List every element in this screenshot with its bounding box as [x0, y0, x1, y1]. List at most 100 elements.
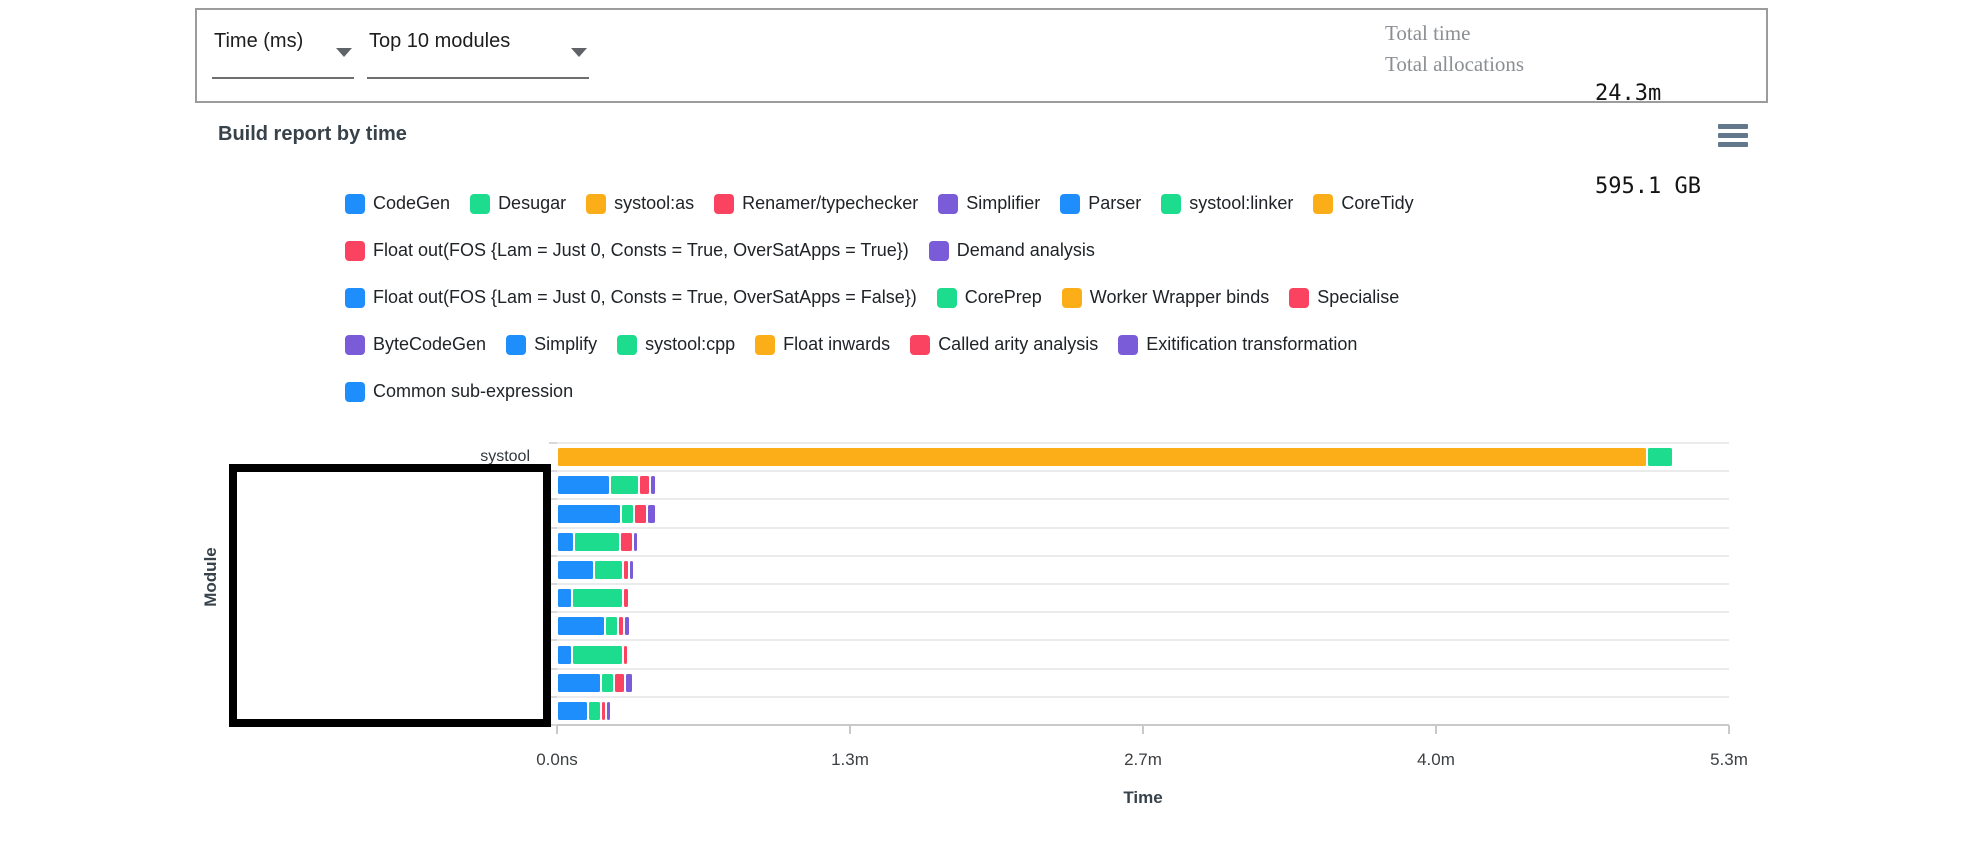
bar-segment[interactable]: [558, 505, 620, 523]
bar-segment[interactable]: [635, 505, 646, 523]
x-axis-tick: [1435, 725, 1437, 734]
bar-segment[interactable]: [558, 589, 571, 607]
bar-segment[interactable]: [624, 646, 627, 664]
row-separator-line: [557, 696, 1729, 698]
legend-item[interactable]: Desugar: [470, 193, 566, 214]
legend-item[interactable]: Float out(FOS {Lam = Just 0, Consts = Tr…: [345, 287, 917, 308]
y-axis-tick: [549, 555, 557, 557]
row-separator-line: [557, 555, 1729, 557]
module-row-label: systool: [480, 448, 530, 465]
bar-segment[interactable]: [558, 702, 587, 720]
row-separator-line: [557, 470, 1729, 472]
legend-item[interactable]: Simplify: [506, 334, 597, 355]
legend-item[interactable]: systool:linker: [1161, 193, 1293, 214]
legend-item[interactable]: Specialise: [1289, 287, 1399, 308]
bar-segment[interactable]: [634, 533, 637, 551]
legend-item-label: Renamer/typechecker: [742, 193, 919, 213]
bar-segment[interactable]: [625, 617, 629, 635]
legend-item[interactable]: Demand analysis: [928, 240, 1095, 261]
bar-segment[interactable]: [630, 561, 633, 579]
legend-item[interactable]: Renamer/typechecker: [714, 193, 918, 214]
bar-segment[interactable]: [1648, 448, 1672, 466]
bar-segment[interactable]: [648, 505, 655, 523]
bar-segment[interactable]: [575, 533, 619, 551]
x-tick-label: 5.3m: [1710, 750, 1748, 769]
legend-swatch-icon: [1161, 193, 1182, 214]
bar-segment[interactable]: [558, 646, 571, 664]
row-separator-line: [557, 498, 1729, 500]
bar-segment[interactable]: [558, 617, 604, 635]
legend-item[interactable]: Called arity analysis: [910, 334, 1098, 355]
legend-item-label: CoreTidy: [1341, 193, 1414, 213]
legend-item[interactable]: CodeGen: [345, 193, 450, 214]
bar-segment[interactable]: [595, 561, 622, 579]
bar-segment[interactable]: [589, 702, 600, 720]
bar-segment[interactable]: [573, 589, 622, 607]
bar-segment[interactable]: [558, 476, 609, 494]
legend-item[interactable]: Float out(FOS {Lam = Just 0, Consts = Tr…: [345, 240, 909, 261]
legend-item[interactable]: Common sub-expression: [345, 381, 573, 402]
bar-segment[interactable]: [624, 589, 628, 607]
legend-item-label: systool:cpp: [645, 334, 736, 354]
bar-segment[interactable]: [621, 533, 632, 551]
bar-segment[interactable]: [611, 476, 638, 494]
bar-segment[interactable]: [615, 674, 624, 692]
legend-item[interactable]: Exitification transformation: [1118, 334, 1357, 355]
legend-item-label: systool:as: [614, 193, 695, 213]
bar-segment[interactable]: [624, 561, 628, 579]
legend-item-label: Simplifier: [966, 193, 1041, 213]
legend-swatch-icon: [470, 193, 491, 214]
legend-swatch-icon: [1289, 287, 1310, 308]
legend-item[interactable]: CoreTidy: [1313, 193, 1414, 214]
legend-item-label: Exitification transformation: [1146, 334, 1358, 354]
row-separator-line: [557, 442, 1729, 444]
x-tick-label: 4.0m: [1417, 750, 1455, 769]
bar-segment[interactable]: [606, 617, 617, 635]
legend-swatch-icon: [928, 240, 949, 261]
legend-item-label: Worker Wrapper binds: [1089, 287, 1270, 307]
legend-swatch-icon: [345, 334, 365, 355]
legend-item-label: Float out(FOS {Lam = Just 0, Consts = Tr…: [373, 240, 909, 260]
x-axis-tick: [1728, 725, 1730, 734]
y-axis-tick: [549, 696, 557, 698]
bar-segment[interactable]: [602, 674, 613, 692]
modules-dropdown[interactable]: Top 10 modules: [367, 26, 589, 79]
bar-segment[interactable]: [558, 674, 600, 692]
bar-segment[interactable]: [607, 702, 610, 720]
legend-item[interactable]: Worker Wrapper binds: [1061, 287, 1270, 308]
header-box: Time (ms) Top 10 modules Total time Tota…: [195, 8, 1768, 199]
total-time-label: Total time: [1385, 21, 1471, 45]
bar-segment[interactable]: [626, 674, 632, 692]
metric-dropdown[interactable]: Time (ms): [212, 26, 354, 79]
legend-item[interactable]: systool:as: [586, 193, 694, 214]
row-separator-line: [557, 583, 1729, 585]
bar-segment[interactable]: [651, 476, 655, 494]
legend-swatch-icon: [936, 287, 957, 308]
legend-item[interactable]: CorePrep: [936, 287, 1042, 308]
bar-segment[interactable]: [622, 505, 633, 523]
y-axis-tick: [549, 724, 557, 726]
y-axis-tick: [549, 527, 557, 529]
legend-row: Float out(FOS {Lam = Just 0, Consts = Tr…: [345, 274, 1745, 321]
hamburger-menu-icon[interactable]: [1718, 124, 1750, 150]
legend-item[interactable]: Simplifier: [938, 193, 1040, 214]
bar-segment[interactable]: [573, 646, 622, 664]
legend-item[interactable]: ByteCodeGen: [345, 334, 486, 355]
bar-segment[interactable]: [640, 476, 649, 494]
legend-item[interactable]: systool:cpp: [617, 334, 735, 355]
x-tick-label: 2.7m: [1124, 750, 1162, 769]
legend-swatch-icon: [506, 334, 527, 355]
bar-segment[interactable]: [558, 448, 1646, 466]
bar-segment[interactable]: [558, 533, 573, 551]
page-title: Build report by time: [218, 123, 407, 145]
bar-segment[interactable]: [602, 702, 605, 720]
y-axis-tick: [549, 611, 557, 613]
legend-item[interactable]: Float inwards: [755, 334, 890, 355]
legend-item-label: Common sub-expression: [373, 381, 574, 401]
y-axis-label: Module: [201, 547, 220, 607]
legend-swatch-icon: [1313, 193, 1334, 214]
bar-segment[interactable]: [558, 561, 593, 579]
bar-segment[interactable]: [619, 617, 623, 635]
chevron-down-icon: [336, 48, 352, 57]
legend-item[interactable]: Parser: [1060, 193, 1141, 214]
